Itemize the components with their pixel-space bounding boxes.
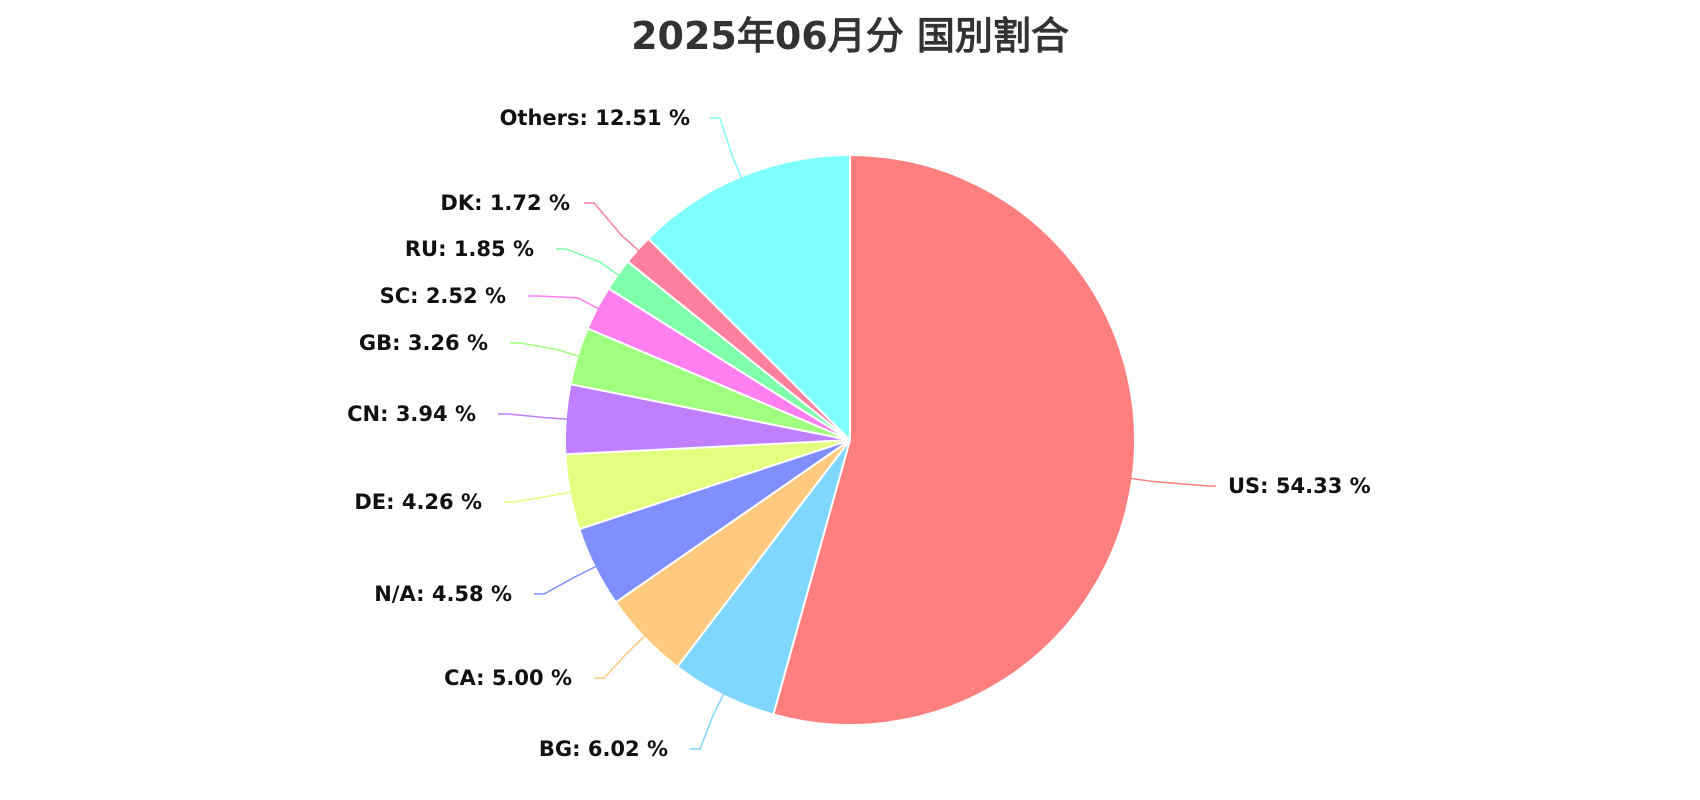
- leader-line-ca: [594, 633, 648, 679]
- leader-line-sc: [528, 295, 602, 311]
- data-label-ru: RU: 1.85 %: [405, 237, 534, 261]
- leader-line-us: [1128, 477, 1216, 487]
- chart-title: 2025年06月分 国別割合: [631, 14, 1069, 58]
- leader-line-cn: [498, 413, 570, 421]
- leader-line-de: [504, 490, 574, 503]
- data-label-ca: CA: 5.00 %: [444, 666, 572, 690]
- leader-line-ru: [556, 248, 622, 278]
- data-label-us: US: 54.33 %: [1228, 474, 1371, 498]
- data-label-dk: DK: 1.72 %: [440, 191, 570, 215]
- data-label-gb: GB: 3.26 %: [359, 331, 488, 355]
- data-labels: US: 54.33 % BG: 6.02 % CA: 5.00 % N/A: 4.58…: [347, 106, 1371, 761]
- data-label-bg: BG: 6.02 %: [539, 737, 668, 761]
- data-label-cn: CN: 3.94 %: [347, 402, 476, 426]
- data-label-others: Others: 12.51 %: [500, 106, 690, 130]
- data-label-de: DE: 4.26 %: [354, 490, 482, 514]
- data-label-sc: SC: 2.52 %: [380, 284, 506, 308]
- leader-line-gb: [510, 342, 582, 358]
- pie-slices: [564, 154, 1136, 726]
- leader-line-bg: [690, 691, 726, 750]
- leader-line-dk: [584, 202, 642, 254]
- leader-lines: [498, 117, 1216, 750]
- data-label-n-a: N/A: 4.58 %: [374, 582, 512, 606]
- leader-line-others: [710, 117, 744, 181]
- leader-line-n-a: [534, 564, 599, 595]
